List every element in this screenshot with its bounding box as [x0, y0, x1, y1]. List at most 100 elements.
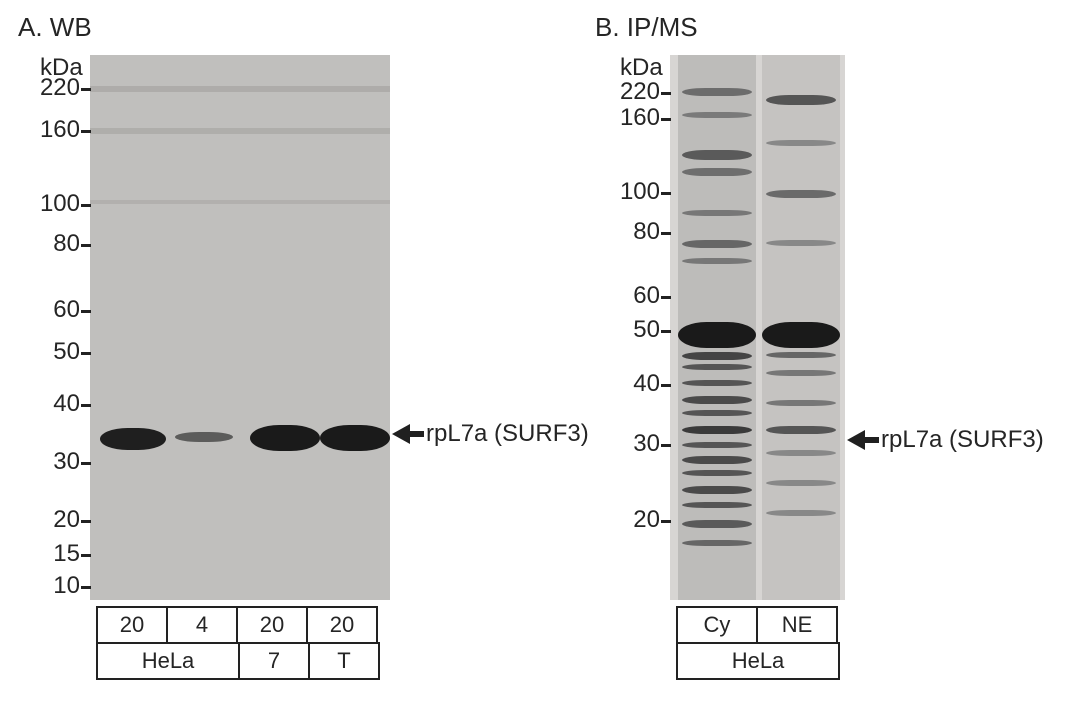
ip-band [682, 442, 752, 448]
arrow-head-icon [847, 430, 865, 450]
mw-marker-tick [661, 520, 671, 523]
ip-band [766, 140, 836, 146]
lane-cell: HeLa [676, 642, 840, 680]
ip-band [682, 88, 752, 96]
mw-marker-tick [661, 444, 671, 447]
lane-cell: NE [756, 606, 838, 644]
panel-b-arrow: rpL7a (SURF3) [847, 426, 1044, 454]
ip-band [682, 210, 752, 216]
panel-a-arrow-label: rpL7a (SURF3) [426, 420, 589, 448]
mw-marker-label: 20 [605, 506, 660, 534]
mw-marker-tick [661, 232, 671, 235]
mw-marker-label: 60 [605, 282, 660, 310]
panel-b-gel [670, 55, 845, 600]
mw-marker-tick [661, 92, 671, 95]
mw-marker-tick [81, 204, 91, 207]
ip-band [682, 112, 752, 118]
arrow-head-icon [392, 424, 410, 444]
mw-marker-tick [81, 520, 91, 523]
mw-marker-tick [81, 88, 91, 91]
heavy-band [678, 322, 756, 348]
lane-cell: HeLa [96, 642, 240, 680]
ip-band [766, 95, 836, 105]
mw-marker-tick [81, 554, 91, 557]
wb-band [175, 432, 233, 442]
mw-marker-tick [661, 384, 671, 387]
mw-marker-label: 100 [605, 178, 660, 206]
mw-marker-label: 30 [605, 430, 660, 458]
panel-a-title: A. WB [18, 12, 92, 43]
ip-band [766, 190, 836, 198]
mw-marker-label: 60 [25, 296, 80, 324]
mw-marker-tick [81, 310, 91, 313]
mw-marker-tick [661, 192, 671, 195]
ip-band [682, 380, 752, 386]
mw-marker-label: 40 [605, 370, 660, 398]
mw-marker-tick [661, 118, 671, 121]
ip-band [682, 364, 752, 370]
panel-a-lane-table: 2042020HeLa7T [98, 608, 380, 680]
ip-band [682, 150, 752, 160]
panel-a-arrow: rpL7a (SURF3) [392, 420, 589, 448]
wb-band [250, 425, 320, 451]
heavy-band [762, 322, 840, 348]
lane-cell: T [308, 642, 380, 680]
lane-cell: 20 [306, 606, 378, 644]
ip-band [766, 240, 836, 246]
panel-a-gel [90, 55, 390, 600]
mw-marker-label: 10 [25, 572, 80, 600]
ip-band [766, 370, 836, 376]
mw-marker-label: 50 [605, 316, 660, 344]
ip-band [682, 456, 752, 464]
mw-marker-label: 50 [25, 338, 80, 366]
ip-band [682, 352, 752, 360]
mw-marker-label: 40 [25, 390, 80, 418]
lane-cell: 7 [238, 642, 310, 680]
ip-band [766, 400, 836, 406]
ip-band [682, 258, 752, 264]
gel-streak [90, 86, 390, 92]
mw-marker-label: 100 [25, 190, 80, 218]
panel-b-arrow-label: rpL7a (SURF3) [881, 426, 1044, 454]
lane-cell: Cy [676, 606, 758, 644]
ip-band [682, 502, 752, 508]
ip-band [766, 426, 836, 434]
ip-band [682, 470, 752, 476]
mw-marker-label: 80 [605, 218, 660, 246]
ip-band [682, 168, 752, 176]
panel-b-title: B. IP/MS [595, 12, 698, 43]
ip-band [766, 450, 836, 456]
mw-marker-label: 15 [25, 540, 80, 568]
ip-band [682, 240, 752, 248]
mw-marker-label: 220 [605, 78, 660, 106]
lane-cell: 4 [166, 606, 238, 644]
ip-band [682, 486, 752, 494]
mw-marker-tick [81, 586, 91, 589]
panel-b-lane-table: CyNEHeLa [678, 608, 840, 680]
ip-band [682, 520, 752, 528]
mw-marker-label: 160 [605, 104, 660, 132]
ip-band [766, 480, 836, 486]
gel-streak [90, 200, 390, 204]
mw-marker-label: 80 [25, 230, 80, 258]
mw-marker-tick [661, 296, 671, 299]
lane-cell: 20 [236, 606, 308, 644]
ip-band [682, 396, 752, 404]
ip-band [682, 540, 752, 546]
mw-marker-tick [661, 330, 671, 333]
arrow-stem [865, 437, 879, 443]
mw-marker-label: 220 [25, 74, 80, 102]
mw-marker-label: 30 [25, 448, 80, 476]
mw-marker-tick [81, 352, 91, 355]
arrow-stem [410, 431, 424, 437]
ip-band [682, 426, 752, 434]
ip-band [766, 510, 836, 516]
gel-streak [90, 128, 390, 134]
ip-band [682, 410, 752, 416]
mw-marker-label: 20 [25, 506, 80, 534]
mw-marker-label: 160 [25, 116, 80, 144]
lane-cell: 20 [96, 606, 168, 644]
mw-marker-tick [81, 462, 91, 465]
wb-band [320, 425, 390, 451]
wb-band [100, 428, 166, 450]
